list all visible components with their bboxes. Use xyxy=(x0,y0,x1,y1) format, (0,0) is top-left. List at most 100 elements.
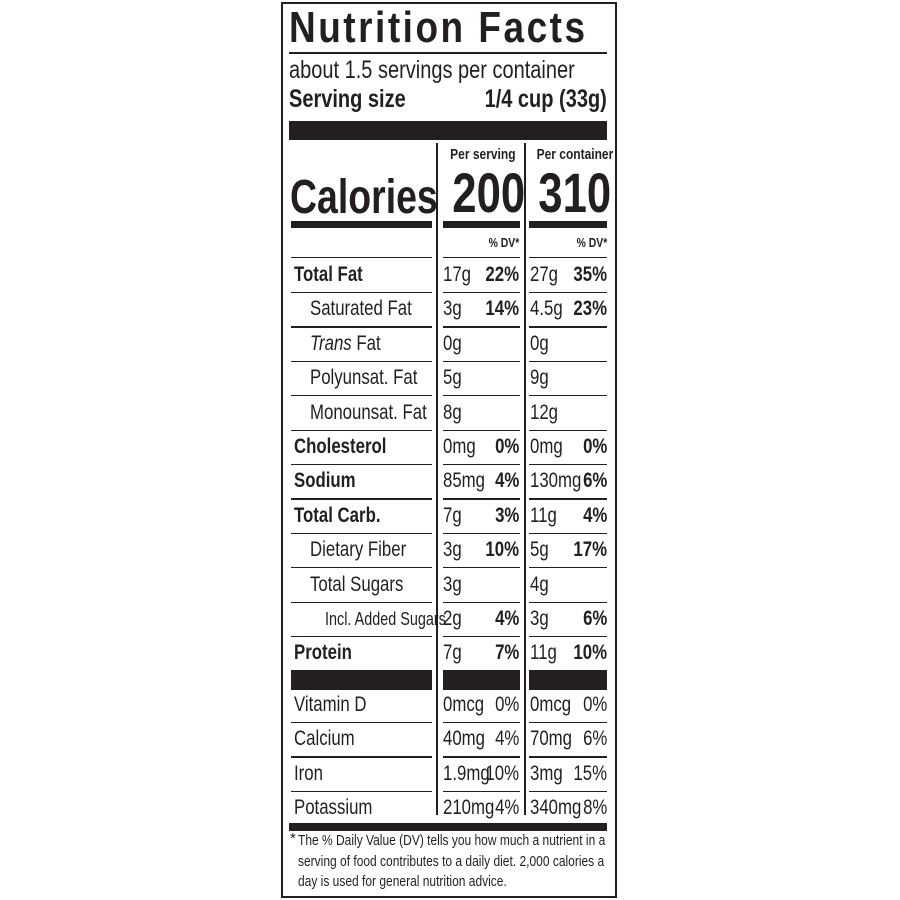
serving-dv xyxy=(440,361,519,395)
serving-amount-text: 3g xyxy=(443,297,462,321)
serving-amount-text: 40mg xyxy=(443,727,486,751)
row-divider xyxy=(291,429,432,431)
divider xyxy=(289,52,607,54)
serving-dv: 0% xyxy=(440,688,519,722)
row-divider xyxy=(529,756,607,758)
nutrient-label-name: Cholesterol xyxy=(294,435,387,458)
nutrient-label-text: Vitamin D xyxy=(294,688,367,722)
nutrient-label: Polyunsat. Fat xyxy=(310,361,444,395)
nutrient-label: Protein xyxy=(294,636,366,670)
container-dv-text: 6% xyxy=(582,607,607,630)
row-divider xyxy=(443,756,520,758)
container-amount-text: 4g xyxy=(530,572,549,596)
row-divider xyxy=(443,636,520,638)
container-dv: 23% xyxy=(527,292,607,326)
serving-dv: 22% xyxy=(440,258,519,292)
serving-dv: 10% xyxy=(440,533,519,567)
container-amount-text: 340mg xyxy=(530,796,582,820)
serving-amount-text: 85mg xyxy=(443,469,486,493)
container-amount-text: 4.5g xyxy=(530,297,563,321)
container-amount: 3mg xyxy=(530,757,571,791)
serving-amount: 5g xyxy=(443,361,466,395)
column-divider xyxy=(524,143,526,815)
container-dv: 35% xyxy=(527,258,607,292)
column-divider xyxy=(436,143,438,815)
nutrient-label-name: Total Fat xyxy=(294,263,363,286)
serving-dv-text: 0% xyxy=(494,693,519,716)
nutrient-label-text: Trans Fat xyxy=(310,327,381,361)
nutrient-label: Monounsat. Fat xyxy=(310,396,456,430)
nutrient-row: Total Sugars 3g 4g xyxy=(0,568,900,603)
row-divider xyxy=(443,722,520,724)
container-amount: 0mcg xyxy=(530,688,581,722)
nutrient-row: Potassium 210mg 4% 340mg 8% xyxy=(0,791,900,825)
container-dv: 6% xyxy=(527,602,607,636)
nutrient-row: Iron 1.9mg 10% 3mg 15% xyxy=(0,757,900,792)
nutrient-row: Protein 7g 7% 11g 10% xyxy=(0,636,900,670)
nutrient-label-name: Monounsat. Fat xyxy=(310,400,427,424)
container-dv: 15% xyxy=(527,757,607,791)
container-dv-text: 6% xyxy=(582,469,607,493)
serving-amount-text: 7g xyxy=(443,503,462,527)
nutrient-label: Saturated Fat xyxy=(310,292,437,326)
container-dv-text: 17% xyxy=(573,538,607,562)
footnote-asterisk: * xyxy=(290,830,296,847)
calories-serving-value: 200 xyxy=(452,161,526,224)
serving-amount-text: 1.9mg xyxy=(443,761,490,785)
container-dv-text: 23% xyxy=(573,297,607,321)
container-dv: 8% xyxy=(527,791,607,825)
per-container-header: Per container xyxy=(527,145,614,165)
container-dv: 6% xyxy=(527,464,607,498)
nutrient-label-name: Iron xyxy=(294,761,323,785)
row-divider xyxy=(291,464,432,466)
row-divider xyxy=(443,292,520,294)
nutrient-label-italic: Trans xyxy=(310,331,352,355)
container-dv: 10% xyxy=(527,636,607,670)
row-divider xyxy=(443,601,520,603)
row-divider xyxy=(443,395,520,397)
nutrient-label-name: Dietary Fiber xyxy=(310,538,407,562)
container-dv: 0% xyxy=(527,430,607,464)
nutrient-row: Dietary Fiber 3g 10% 5g 17% xyxy=(0,533,900,569)
container-amount: 130mg xyxy=(530,464,594,498)
nutrient-label: Cholesterol xyxy=(294,430,410,464)
nutrient-label-name: Fat xyxy=(351,331,381,355)
nutrient-label-text: Iron xyxy=(294,757,323,791)
container-amount-text: 11g xyxy=(530,503,557,527)
serving-amount: 0mcg xyxy=(443,688,494,722)
nutrient-label-name: Total Carb. xyxy=(294,503,381,527)
nutrient-row: Vitamin D 0mcg 0% 0mcg 0% xyxy=(0,688,900,724)
row-divider xyxy=(443,532,520,534)
nutrient-row: Monounsat. Fat 8g 12g xyxy=(0,396,900,431)
container-amount: 12g xyxy=(530,396,565,430)
serving-dv: 7% xyxy=(440,636,519,670)
serving-size-value: 1/4 cup (33g) xyxy=(484,85,607,113)
serving-amount: 210mg xyxy=(443,791,507,825)
serving-dv-text: 7% xyxy=(494,641,519,665)
row-divider xyxy=(529,498,607,500)
title-text: Nutrition Facts xyxy=(289,3,588,52)
serving-dv: 4% xyxy=(440,791,519,825)
row-divider xyxy=(529,532,607,534)
serving-amount-text: 3g xyxy=(443,572,462,596)
row-divider xyxy=(291,567,432,569)
nutrient-label-name: Potassium xyxy=(294,796,373,820)
row-divider xyxy=(291,257,432,259)
nutrient-label-text: Protein xyxy=(294,636,352,670)
row-divider xyxy=(291,756,432,758)
calories-per-container: 310 xyxy=(528,160,611,226)
container-amount-text: 12g xyxy=(530,400,559,424)
nutrient-label-name: Calcium xyxy=(294,727,355,751)
nutrient-label-text: Polyunsat. Fat xyxy=(310,361,417,395)
nutrient-row: Trans Fat 0g 0g xyxy=(0,327,900,362)
calories-per-serving: 200 xyxy=(442,160,526,226)
serving-amount-text: 2g xyxy=(443,607,462,630)
label-title: Nutrition Facts xyxy=(289,2,619,54)
nutrient-label: Dietary Fiber xyxy=(310,533,430,567)
serving-dv xyxy=(440,327,519,361)
serving-amount: 8g xyxy=(443,396,466,430)
nutrient-label: Total Sugars xyxy=(310,568,427,602)
row-divider xyxy=(443,326,520,328)
row-divider xyxy=(291,395,432,397)
container-amount: 70mg xyxy=(530,722,583,756)
